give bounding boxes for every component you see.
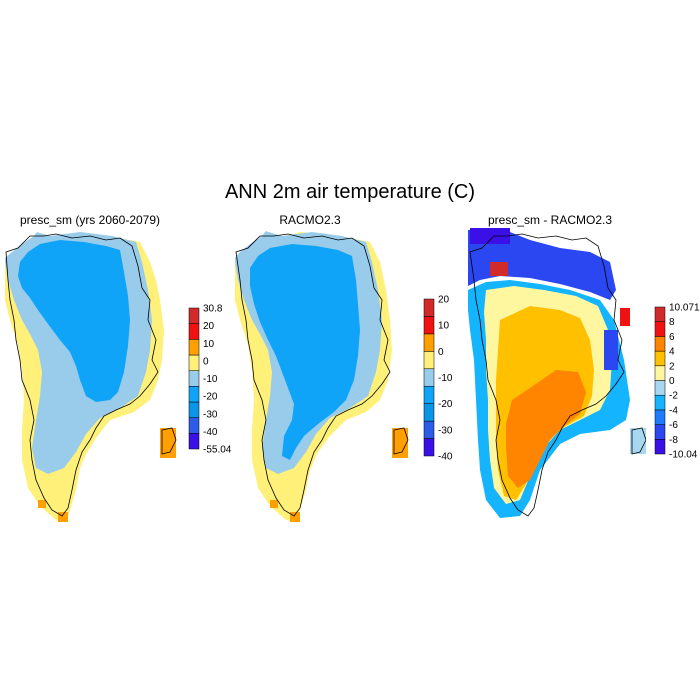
colorbar-segment [654, 424, 666, 440]
warm-spot [160, 428, 176, 458]
coastline [631, 427, 646, 455]
ocean-area [235, 228, 268, 258]
colorbar-segment [423, 403, 435, 422]
colorbar-segment [188, 307, 200, 324]
colorbar-tick-label: 10 [438, 321, 450, 332]
colorbar-segment [188, 339, 200, 356]
colorbar-tick-label: 0 [438, 347, 444, 358]
colorbar-segment [654, 306, 666, 322]
colorbar-tick-label: 6 [669, 332, 675, 343]
colorbar-tick-label: 0 [669, 376, 675, 387]
colorbar-tick-label: -55.04 [203, 445, 232, 456]
colorbar-segment [423, 438, 435, 457]
hot-spot [490, 262, 508, 276]
colorbar-segment [423, 420, 435, 439]
colorbar-tick-label: -10 [438, 373, 453, 384]
colorbar-tick-label: -10.04 [669, 450, 698, 461]
figure-title: ANN 2m air temperature (C) [224, 181, 476, 203]
colorbar-tick-label: -20 [438, 399, 453, 410]
warm-spot [290, 512, 300, 522]
colorbar-tick-label: -8 [669, 435, 678, 446]
colorbar-racmo: 20 10 0 -10 -20 -30 -40 [423, 295, 453, 463]
warm-spot [270, 500, 278, 508]
colorbar-segment [654, 394, 666, 411]
panel-title-diff: presc_sm - RACMO2.3 [487, 213, 613, 227]
colorbar-segment [188, 433, 200, 450]
colorbar-segment [654, 380, 666, 396]
coastline [469, 233, 625, 517]
colorbar-tick-label: 0 [203, 356, 209, 367]
panel-title-racmo: RACMO2.3 [279, 213, 341, 227]
map-diff [468, 228, 646, 518]
colorbar-segment [188, 323, 200, 340]
coastline [235, 233, 391, 517]
warm-spot [58, 512, 68, 522]
region-cold-north [468, 228, 616, 300]
colorbar-segment [188, 417, 200, 434]
colorbar-tick-label: 10.071 [669, 303, 700, 314]
region-cold-interior [250, 244, 360, 460]
colorbar-tick-label: 4 [669, 347, 675, 358]
colorbar-tick-label: 10 [203, 339, 215, 350]
colorbar-segment [654, 439, 666, 455]
colorbar-tick-label: 2 [669, 361, 675, 372]
colorbar-segment [654, 365, 666, 381]
colorbar-segment [188, 354, 200, 371]
warm-spot [38, 500, 46, 508]
cold-spot [470, 228, 510, 244]
coastline [393, 427, 409, 455]
colorbar-tick-label: 30.8 [203, 304, 223, 315]
colorbar-presc: 30.8 20 10 0 -10 -20 -30 -40 -55.04 [188, 304, 232, 456]
region-cold-interior [18, 240, 130, 402]
colorbar-tick-label: -30 [438, 425, 453, 436]
colorbar-tick-label: -6 [669, 420, 678, 431]
colorbar-segment [654, 350, 666, 367]
colorbar-segment [654, 336, 666, 352]
colorbar-diff: 10.071 8 6 4 2 0 -2 -4 -6 -8 -10.04 [654, 303, 700, 461]
map-presc [5, 228, 177, 522]
colorbar-segment [423, 316, 435, 335]
coastline [161, 427, 177, 455]
colorbar-segment [423, 385, 435, 404]
colorbar-tick-label: -2 [669, 391, 678, 402]
colorbar-tick-label: -10 [203, 374, 218, 385]
colorbar-segment [654, 409, 666, 425]
panel-title-presc: presc_sm (yrs 2060-2079) [19, 213, 161, 227]
colorbar-tick-label: 8 [669, 317, 675, 328]
map-racmo [235, 228, 409, 522]
colorbar-segment [423, 351, 435, 370]
colorbar-segment [423, 333, 435, 352]
colorbar-tick-label: -20 [203, 392, 218, 403]
coastline [5, 233, 159, 517]
colorbar-segment [423, 368, 435, 387]
colorbar-tick-label: -30 [203, 409, 218, 420]
cold-spot [604, 330, 618, 370]
colorbar-segment [188, 401, 200, 418]
colorbar-tick-label: -40 [438, 452, 453, 463]
colorbar-segment [188, 386, 200, 403]
colorbar-segment [654, 321, 666, 337]
hot-spot [620, 308, 630, 326]
colorbar-tick-label: 20 [203, 321, 215, 332]
colorbar-tick-label: -4 [669, 405, 678, 416]
colorbar-segment [188, 370, 200, 387]
region-hot [506, 370, 586, 488]
warm-spot [392, 428, 408, 458]
colorbar-segment [423, 298, 435, 317]
colorbar-tick-label: -40 [203, 427, 218, 438]
colorbar-tick-label: 20 [438, 295, 450, 306]
